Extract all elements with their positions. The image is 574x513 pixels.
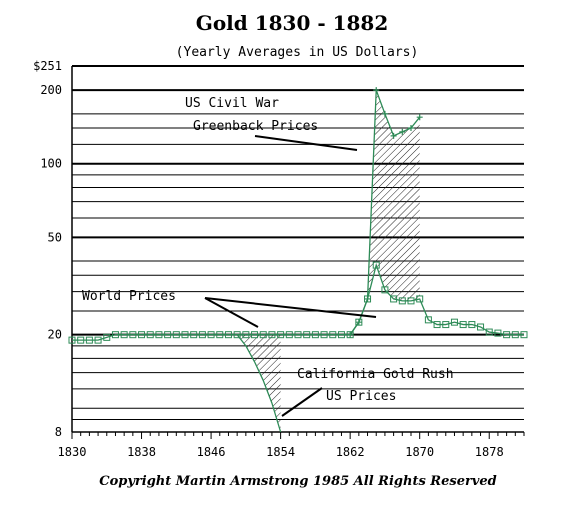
data-point-world <box>94 336 102 344</box>
copyright-footer: Copyright Martin Armstrong 1985 All Righ… <box>99 474 496 489</box>
data-point-world <box>424 316 432 324</box>
data-point-world <box>285 331 293 339</box>
y-tick-label: $251 <box>33 59 62 73</box>
data-point-world <box>329 331 337 339</box>
data-point-world <box>311 331 319 339</box>
data-point-world <box>190 331 198 339</box>
annotation-pointer-world-2 <box>204 297 377 318</box>
data-point-world <box>77 336 85 344</box>
annotations: US Civil War Greenback Prices World Pric… <box>82 96 454 417</box>
data-point-world <box>511 331 519 339</box>
x-tick-label: 1830 <box>58 445 87 459</box>
data-point-world <box>129 331 137 339</box>
data-point-greenback <box>347 331 354 338</box>
x-tick-label: 1862 <box>336 445 365 459</box>
data-point-world <box>68 336 76 344</box>
data-point-world <box>164 331 172 339</box>
hatched-area-greenback <box>350 90 420 335</box>
data-point-world <box>407 297 415 305</box>
data-point-world <box>242 331 250 339</box>
x-tick-label: 1838 <box>127 445 156 459</box>
y-tick-label: 20 <box>48 328 62 342</box>
data-point-world <box>103 333 111 341</box>
hatched-area-us-prices <box>237 334 281 432</box>
data-point-world <box>233 331 241 339</box>
data-point-world <box>198 331 206 339</box>
data-point-world <box>259 331 267 339</box>
y-tick-label: 200 <box>40 83 62 97</box>
data-point-world <box>520 331 528 339</box>
data-point-world <box>155 331 163 339</box>
data-point-world <box>320 331 328 339</box>
x-tick-label: 1878 <box>475 445 504 459</box>
data-point-world <box>120 331 128 339</box>
data-point-world <box>459 321 467 329</box>
data-point-greenback <box>408 125 414 132</box>
annotation-pointer-world-1 <box>204 297 259 328</box>
chart-title: Gold 1830 - 1882 <box>196 11 389 35</box>
data-point-world <box>111 331 119 339</box>
data-point-world <box>485 328 493 336</box>
data-point-world <box>172 331 180 339</box>
data-point-world <box>372 261 380 269</box>
data-point-world <box>381 286 389 294</box>
series-line-us <box>236 334 282 433</box>
hatched-areas <box>237 90 420 432</box>
data-point-world <box>303 331 311 339</box>
annotation-pointer-greenback <box>254 135 358 151</box>
data-point-world <box>294 331 302 339</box>
data-point-world <box>442 321 450 329</box>
y-tick-label: 50 <box>48 230 62 244</box>
data-point-greenback <box>390 132 397 139</box>
data-point-world <box>503 331 511 339</box>
annotation-pointer-us-prices <box>281 387 323 417</box>
data-point-world <box>277 331 285 339</box>
data-point-greenback <box>364 295 371 302</box>
data-point-world <box>390 295 398 303</box>
data-point-world <box>251 331 259 339</box>
chart-subtitle: (Yearly Averages in US Dollars) <box>176 45 419 60</box>
data-point-greenback <box>355 319 362 326</box>
data-point-world <box>477 323 485 331</box>
annotation-us-prices: US Prices <box>326 389 396 404</box>
y-axis: 8 20 50 100 200 $251 <box>33 59 73 439</box>
y-tick-label: 100 <box>40 157 62 171</box>
annotation-us-civil-war: US Civil War <box>185 96 279 111</box>
annotation-greenback-prices: Greenback Prices <box>193 119 318 134</box>
x-tick-label: 1846 <box>197 445 226 459</box>
annotation-world-prices: World Prices <box>82 289 176 304</box>
data-point-greenback <box>381 110 388 117</box>
x-tick-label: 1870 <box>405 445 434 459</box>
data-point-greenback <box>399 128 406 135</box>
data-point-world <box>216 331 224 339</box>
data-point-world <box>450 318 458 326</box>
y-tick-label: 8 <box>55 425 62 439</box>
data-point-world <box>224 331 232 339</box>
x-axis: 1830 1838 1846 1854 1862 1870 1878 <box>58 431 525 459</box>
series-markers <box>68 87 528 344</box>
data-point-world <box>146 331 154 339</box>
annotation-california-gold-rush: California Gold Rush <box>297 367 454 382</box>
data-point-greenback <box>416 114 423 121</box>
data-point-world <box>494 329 502 337</box>
data-point-world <box>468 321 476 329</box>
data-point-world <box>433 321 441 329</box>
data-point-world <box>207 331 215 339</box>
data-point-greenback <box>373 87 380 94</box>
data-point-world <box>398 297 406 305</box>
data-point-world <box>181 331 189 339</box>
data-point-world <box>268 331 276 339</box>
x-tick-label: 1854 <box>266 445 295 459</box>
data-point-world <box>416 295 424 303</box>
data-point-world <box>138 331 146 339</box>
data-point-world <box>337 331 345 339</box>
data-point-world <box>85 336 93 344</box>
